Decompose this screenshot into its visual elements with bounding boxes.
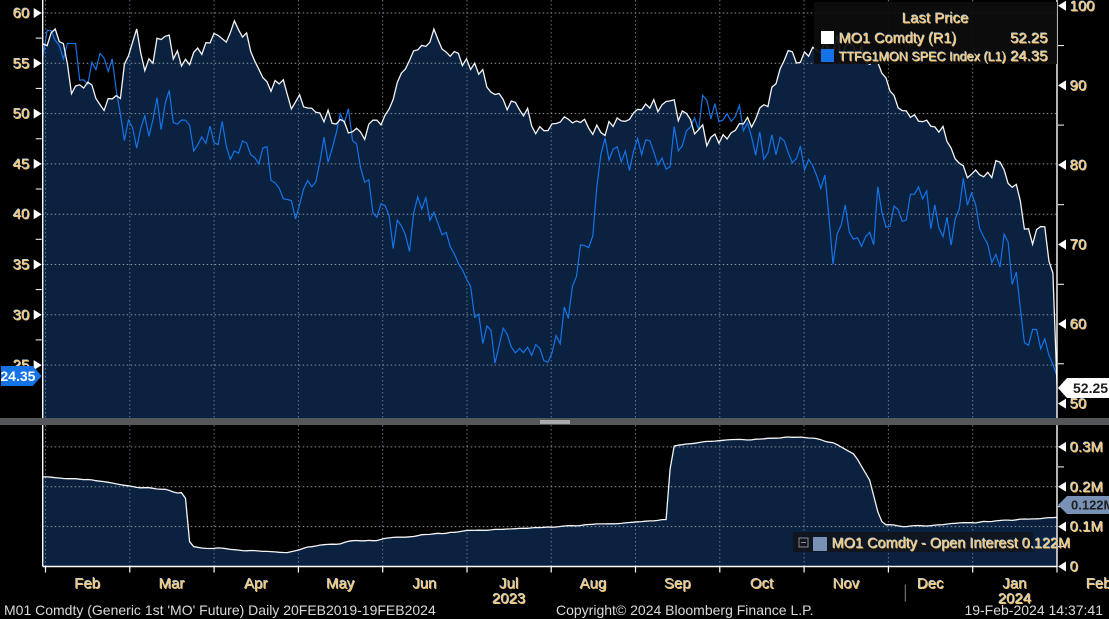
svg-text:Last Price: Last Price (902, 10, 969, 27)
svg-text:0.1M: 0.1M (1070, 519, 1103, 536)
svg-text:May: May (326, 576, 355, 593)
svg-text:Sep: Sep (664, 576, 691, 593)
svg-text:40: 40 (13, 206, 30, 223)
svg-text:0.2M: 0.2M (1070, 479, 1103, 496)
svg-text:24.35: 24.35 (1010, 48, 1048, 65)
svg-text:MO1 Comdty (R1): MO1 Comdty (R1) (839, 31, 957, 47)
svg-text:TTFG1MON SPEC Index (L1): TTFG1MON SPEC Index (L1) (839, 50, 1006, 64)
svg-text:90: 90 (1070, 77, 1087, 94)
svg-text:0.3M: 0.3M (1070, 439, 1103, 456)
svg-text:Oct: Oct (750, 576, 774, 593)
svg-text:52.25: 52.25 (1073, 380, 1108, 396)
svg-text:45: 45 (13, 156, 30, 173)
svg-text:Jun: Jun (413, 576, 437, 593)
svg-text:Feb: Feb (75, 576, 101, 593)
svg-text:MO1 Comdty - Open Interest 0.1: MO1 Comdty - Open Interest 0.122M (832, 536, 1071, 552)
svg-text:Mar: Mar (159, 576, 185, 593)
svg-text:50: 50 (1070, 396, 1087, 413)
svg-text:30: 30 (13, 307, 30, 324)
svg-text:Dec: Dec (917, 576, 944, 593)
svg-text:Aug: Aug (580, 576, 607, 593)
svg-text:55: 55 (13, 55, 30, 72)
svg-text:52.25: 52.25 (1010, 30, 1048, 47)
svg-text:35: 35 (13, 257, 30, 274)
svg-text:Feb: Feb (1086, 576, 1109, 593)
svg-text:Apr: Apr (245, 576, 268, 593)
svg-text:60: 60 (1070, 316, 1087, 333)
svg-text:24.35: 24.35 (0, 368, 35, 384)
svg-text:80: 80 (1070, 157, 1087, 174)
svg-text:60: 60 (13, 5, 30, 22)
svg-text:2023: 2023 (492, 591, 525, 608)
svg-text:50: 50 (13, 106, 30, 123)
svg-text:Nov: Nov (833, 576, 860, 593)
svg-text:70: 70 (1070, 237, 1087, 254)
svg-text:0: 0 (1070, 559, 1078, 576)
svg-text:100: 100 (1070, 0, 1095, 15)
svg-text:0.122M: 0.122M (1071, 498, 1109, 513)
